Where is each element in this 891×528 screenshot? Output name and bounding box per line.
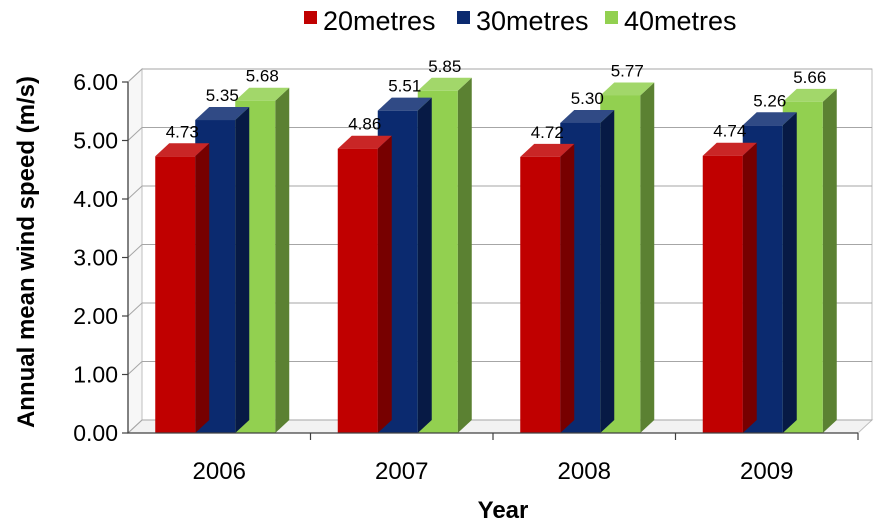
bar-top: [560, 109, 615, 123]
bar-front: [520, 156, 561, 433]
legend-item-40metres: 40metres: [605, 6, 737, 36]
x-tick-label: 2007: [375, 458, 428, 485]
data-label: 5.30: [571, 89, 604, 108]
y-tick-label: 2.00: [73, 303, 118, 329]
bar-top: [377, 97, 432, 111]
x-axis-title: Year: [478, 497, 529, 523]
data-label: 4.74: [713, 122, 746, 141]
legend-item-30metres: 30metres: [457, 6, 589, 36]
bar-side: [235, 107, 250, 434]
bar-side: [560, 143, 575, 433]
y-axis-title: Annual mean wind speed (m/s): [13, 76, 40, 428]
bar-side: [822, 88, 837, 433]
data-label: 5.66: [793, 68, 826, 87]
bar-side: [377, 135, 392, 433]
y-tick-label: 3.00: [73, 245, 118, 271]
data-label: 5.85: [428, 57, 461, 76]
bar-top: [417, 77, 472, 91]
bar-20metres-2006: [155, 143, 210, 434]
bar-side: [195, 143, 210, 434]
bar-front: [337, 148, 378, 433]
bar-front: [155, 156, 196, 434]
bar-top: [155, 143, 210, 157]
data-label: 5.35: [206, 86, 239, 105]
bar-side: [600, 109, 615, 433]
x-tick-label: 2008: [558, 458, 611, 485]
data-label: 5.26: [753, 91, 786, 110]
bar-side: [275, 87, 290, 433]
bar-top: [195, 107, 250, 121]
data-label: 5.68: [246, 67, 279, 86]
bar-top: [520, 143, 575, 157]
bar-side: [782, 112, 797, 433]
y-tick-label: 4.00: [73, 186, 118, 212]
bar-side: [640, 82, 655, 433]
bar-20metres-2008: [520, 143, 575, 433]
legend-item-20metres: 20metres: [304, 6, 436, 36]
bar-top: [337, 135, 392, 149]
data-label: 4.73: [166, 122, 199, 141]
y-tick-label: 1.00: [73, 362, 118, 388]
legend-swatch: [304, 11, 317, 24]
bar-top: [600, 82, 655, 96]
bar-front: [702, 155, 743, 433]
y-tick-label: 6.00: [73, 69, 118, 95]
bar-20metres-2009: [702, 142, 757, 433]
legend: 20metres 30metres 40metres: [304, 6, 737, 36]
bar-20metres-2007: [337, 135, 392, 433]
legend-label: 30metres: [476, 6, 589, 36]
data-label: 5.51: [388, 77, 421, 96]
bar-side: [417, 97, 432, 433]
legend-swatch: [605, 11, 618, 24]
legend-swatch: [457, 11, 470, 24]
x-tick-label: 2009: [740, 458, 793, 485]
bar-top: [702, 142, 757, 156]
data-label: 5.77: [611, 61, 644, 80]
axis-layer: 0.00 1.00 2.00 3.00 4.00 5.00 6.00 2006 2007 2008…: [13, 69, 859, 524]
bar-top: [235, 87, 290, 101]
y-tick-label: 0.00: [73, 420, 118, 446]
gridline: [127, 68, 872, 83]
label-layer: 4.73 5.35 5.68 4.86 5.51 5.85 4.72 5.30 5.77 4.74…: [166, 57, 827, 142]
bar-side: [742, 142, 757, 433]
legend-label: 40metres: [624, 6, 737, 36]
bar-layer: [155, 77, 837, 434]
bar-side: [457, 77, 472, 434]
y-tick-label: 5.00: [73, 128, 118, 154]
bar-top: [742, 112, 797, 126]
data-label: 4.72: [531, 123, 564, 142]
data-label: 4.86: [348, 115, 381, 134]
bar-40metres-2006: [235, 87, 290, 433]
x-tick-label: 2006: [193, 458, 246, 485]
legend-label: 20metres: [323, 6, 436, 36]
bar-top: [782, 88, 837, 102]
